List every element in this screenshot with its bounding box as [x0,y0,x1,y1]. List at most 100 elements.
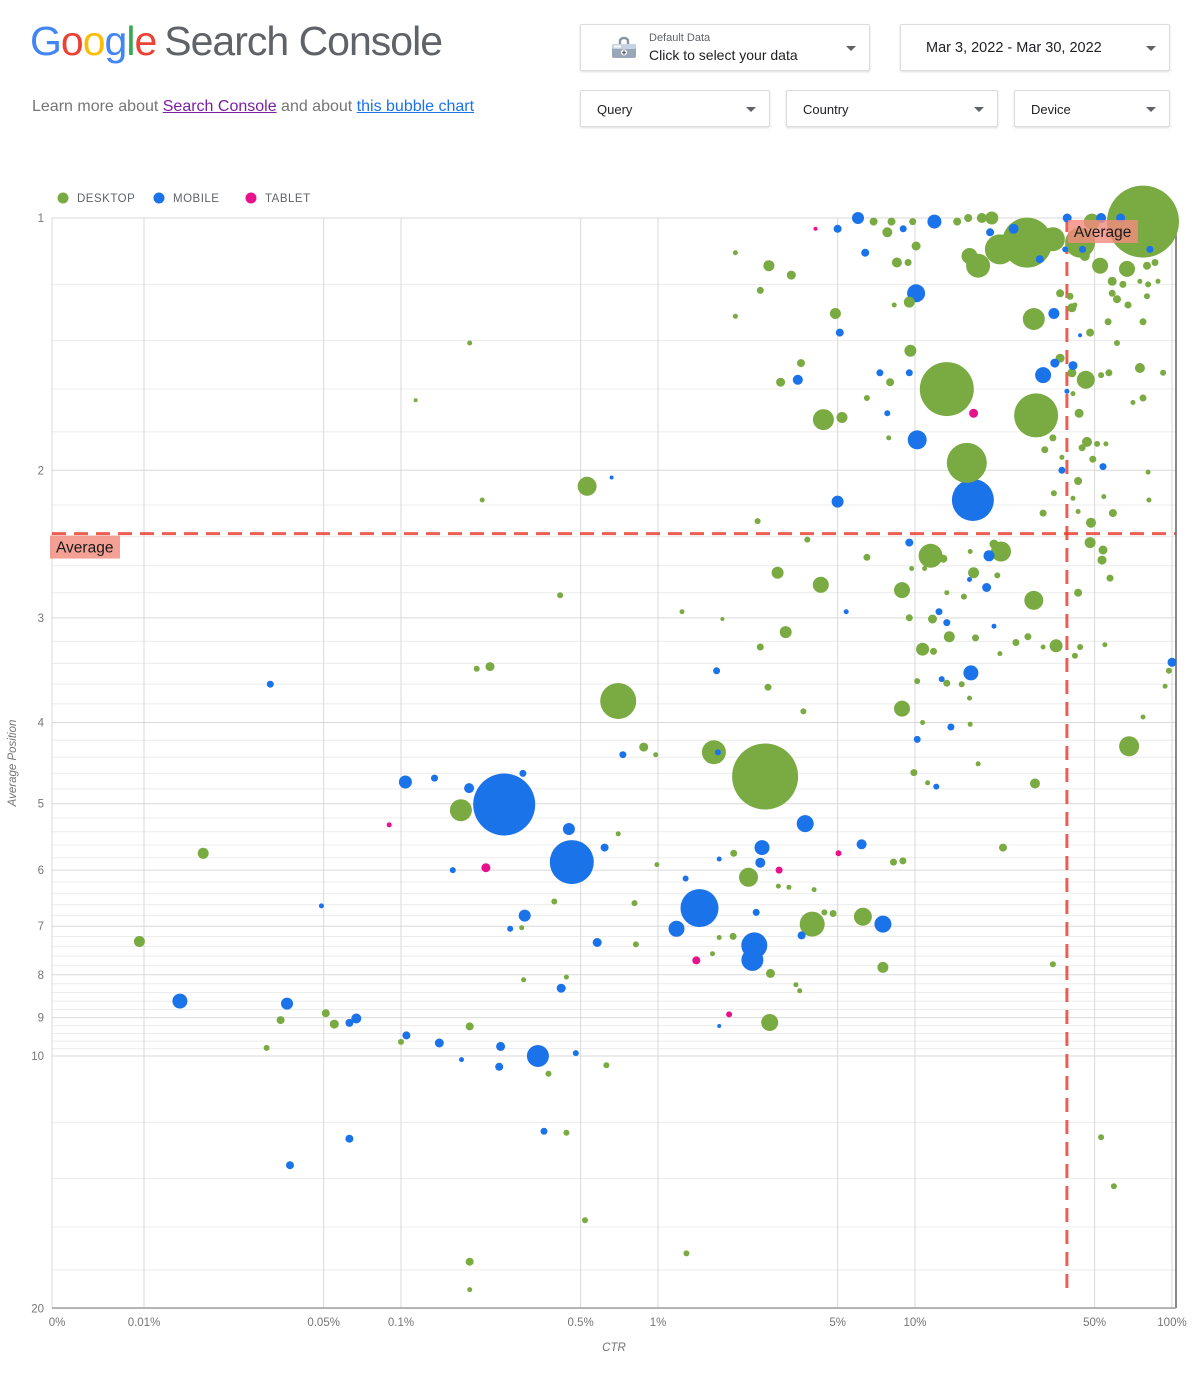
bubble-tablet[interactable] [813,226,818,231]
bubble-mobile[interactable] [600,843,609,852]
bubble-desktop[interactable] [1024,633,1032,641]
bubble-desktop[interactable] [943,631,955,643]
bubble-desktop[interactable] [910,769,918,777]
bubble-desktop[interactable] [730,849,738,857]
bubble-mobile[interactable] [682,875,689,882]
bubble-mobile[interactable] [796,815,814,833]
bubble-desktop[interactable] [905,614,913,622]
bubble-desktop[interactable] [1106,574,1114,582]
bubble-desktop[interactable] [263,1044,270,1051]
bubble-mobile[interactable] [943,619,951,627]
date-range-selector[interactable]: Mar 3, 2022 - Mar 30, 2022 [900,24,1170,71]
bubble-mobile[interactable] [833,224,842,233]
bubble-mobile[interactable] [668,920,685,937]
bubble-desktop[interactable] [890,858,897,866]
bubble-desktop[interactable] [1130,400,1136,405]
bubble-desktop[interactable] [930,647,937,655]
bubble-desktop[interactable] [925,780,931,786]
bubble-desktop[interactable] [1070,391,1076,397]
bubble-desktop[interactable] [1076,370,1095,389]
bubble-desktop[interactable] [1084,537,1096,549]
bubble-desktop[interactable] [1074,477,1083,485]
bubble-mobile[interactable] [852,212,864,224]
bubble-mobile[interactable] [459,1057,464,1063]
bubble-desktop[interactable] [133,936,145,947]
bubble-mobile[interactable] [1079,245,1087,253]
bubble-desktop[interactable] [449,799,472,822]
bubble-mobile[interactable] [905,538,914,547]
bubble-desktop[interactable] [916,642,930,656]
bubble-desktop[interactable] [967,721,973,727]
bubble-desktop[interactable] [972,634,979,642]
bubble-mobile[interactable] [345,1134,354,1143]
bubble-mobile[interactable] [741,948,764,971]
bubble-mobile[interactable] [835,328,844,337]
bubble-mobile[interactable] [1099,463,1107,471]
bubble-mobile[interactable] [619,751,627,759]
bubble-mobile[interactable] [982,583,992,592]
bubble-desktop[interactable] [1119,260,1135,277]
bubble-desktop[interactable] [639,742,649,752]
bubble-desktop[interactable] [603,1062,610,1069]
bubble-desktop[interactable] [1145,469,1151,475]
bubble-mobile[interactable] [1050,358,1060,368]
bubble-tablet[interactable] [835,850,842,857]
bubble-desktop[interactable] [761,1014,779,1031]
bubble-desktop[interactable] [919,362,974,417]
bubble-desktop[interactable] [1119,736,1140,757]
bubble-desktop[interactable] [886,435,892,441]
bubble-desktop[interactable] [732,743,799,810]
bubble-desktop[interactable] [771,566,784,579]
bubble-mobile[interactable] [933,783,940,790]
bubble-desktop[interactable] [521,977,527,983]
bubble-desktop[interactable] [891,257,902,268]
bubble-desktop[interactable] [1113,295,1121,304]
bubble-desktop[interactable] [958,681,965,688]
bubble-desktop[interactable] [946,442,987,483]
bubble-mobile[interactable] [1167,657,1177,667]
bubble-desktop[interactable] [1101,494,1107,500]
bubble-mobile[interactable] [876,369,884,377]
bubble-desktop[interactable] [1049,961,1056,968]
bubble-desktop[interactable] [683,1250,690,1257]
bubble-desktop[interactable] [465,1022,474,1031]
filter-country[interactable]: Country [786,90,998,127]
bubble-tablet[interactable] [386,822,392,828]
bubble-desktop[interactable] [786,884,792,890]
bubble-desktop[interactable] [811,887,817,893]
bubble-desktop[interactable] [557,592,564,599]
bubble-desktop[interactable] [967,695,972,701]
bubble-desktop[interactable] [869,217,878,226]
bubble-desktop[interactable] [739,867,758,887]
bubble-tablet[interactable] [481,863,491,873]
bubble-desktop[interactable] [1094,440,1101,447]
bubble-desktop[interactable] [1108,509,1117,518]
bubble-desktop[interactable] [812,409,834,431]
bubble-desktop[interactable] [918,543,943,568]
bubble-mobile[interactable] [496,1041,506,1051]
bubble-desktop[interactable] [197,847,209,859]
bubble-desktop[interactable] [473,665,480,672]
bubble-desktop[interactable] [997,651,1003,657]
bubble-desktop[interactable] [776,377,786,387]
bubble-desktop[interactable] [994,572,1001,579]
bubble-desktop[interactable] [904,259,912,266]
bubble-desktop[interactable] [1074,408,1084,418]
bubble-desktop[interactable] [976,213,987,223]
bubble-mobile[interactable] [572,1050,579,1057]
bubble-mobile[interactable] [518,909,531,922]
bubble-desktop[interactable] [756,643,764,651]
bubble-mobile[interactable] [473,773,536,836]
bubble-desktop[interactable] [654,862,660,868]
bubble-desktop[interactable] [836,412,848,423]
bubble-desktop[interactable] [679,609,685,615]
bubble-desktop[interactable] [1092,257,1109,274]
bubble-desktop[interactable] [563,1129,570,1136]
bubble-desktop[interactable] [321,1009,330,1018]
bubble-mobile[interactable] [507,925,514,932]
subtitle-link[interactable]: Search Console [162,98,277,115]
bubble-desktop[interactable] [756,286,764,294]
bubble-desktop[interactable] [563,974,569,980]
bubble-desktop[interactable] [1072,302,1078,308]
bubble-desktop[interactable] [1050,490,1057,497]
